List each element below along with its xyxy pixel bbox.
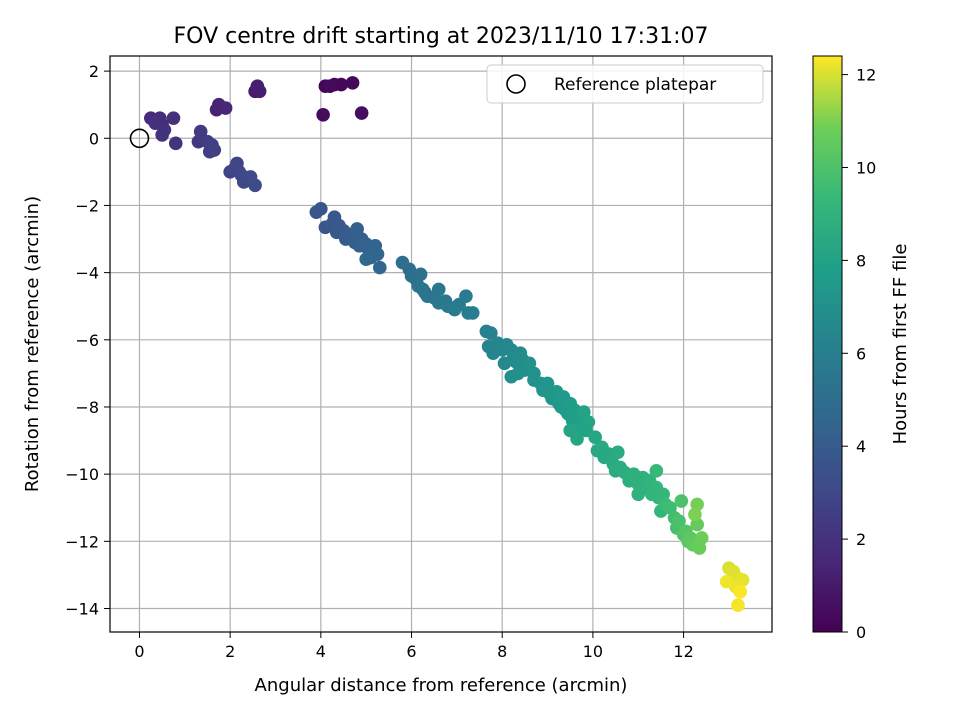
data-point — [314, 202, 328, 216]
data-point — [672, 514, 686, 528]
data-point — [248, 178, 262, 193]
y-axis-label: Rotation from reference (arcmin) — [22, 196, 43, 492]
data-point — [359, 252, 373, 266]
colorbar-tick-label: 8 — [856, 251, 866, 270]
data-point — [570, 432, 584, 446]
colorbar — [812, 55, 843, 633]
data-point — [166, 111, 181, 125]
data-point — [354, 106, 369, 120]
data-point — [193, 124, 208, 139]
colorbar-label: Hours from first FF file — [890, 244, 911, 445]
plot-frame — [109, 55, 773, 633]
x-axis-label: Angular distance from reference (arcmin) — [255, 675, 628, 696]
data-point — [148, 116, 163, 130]
y-tick-label: 2 — [89, 62, 99, 81]
data-point — [465, 306, 480, 320]
data-point — [334, 77, 349, 92]
y-tick-label: 0 — [89, 129, 99, 148]
data-point — [323, 79, 337, 94]
data-point — [459, 289, 473, 303]
y-axis-ticks: 2 0 −2 −4 −6 −8 −10 −12 −14 — [65, 62, 110, 618]
y-tick-label: −4 — [75, 264, 99, 283]
data-point — [588, 430, 602, 445]
x-axis-ticks: 0 2 4 6 8 10 12 — [134, 632, 694, 661]
legend-reference-icon — [506, 74, 526, 94]
x-tick-label: 6 — [406, 642, 416, 661]
y-tick-label: −8 — [75, 398, 99, 417]
y-gridlines — [110, 70, 772, 610]
data-point — [688, 507, 702, 522]
colorbar-tick-label: 6 — [856, 344, 866, 363]
y-tick-label: −10 — [65, 465, 99, 484]
colorbar-tick-label: 4 — [856, 437, 866, 456]
colorbar-tick-label: 2 — [856, 530, 866, 549]
data-point — [218, 101, 233, 115]
y-tick-label: −6 — [75, 331, 99, 350]
data-point — [316, 107, 330, 122]
x-tick-label: 2 — [225, 642, 235, 661]
data-point — [370, 247, 385, 261]
legend-reference-label: Reference platepar — [554, 75, 716, 95]
data-point — [413, 267, 428, 282]
y-tick-label: −2 — [75, 196, 99, 215]
legend: Reference platepar — [486, 64, 764, 104]
colorbar-tick-label: 12 — [856, 66, 876, 85]
x-tick-label: 8 — [497, 642, 507, 661]
x-tick-label: 12 — [673, 642, 693, 661]
colorbar-ticks: 0 2 4 6 8 10 12 — [842, 66, 876, 642]
data-point — [345, 76, 360, 90]
colorbar-tick-label: 10 — [856, 158, 876, 177]
data-point — [511, 366, 525, 381]
y-tick-label: −12 — [65, 532, 99, 551]
data-point — [731, 598, 745, 612]
data-point — [155, 128, 169, 142]
data-point — [207, 143, 222, 157]
data-point — [250, 79, 265, 94]
data-point — [733, 584, 748, 599]
data-point — [719, 574, 734, 589]
data-points — [144, 76, 750, 612]
data-point — [168, 136, 183, 151]
reference-platepar-marker — [129, 128, 150, 149]
data-point — [649, 463, 664, 478]
data-point — [484, 326, 498, 340]
x-tick-label: 4 — [316, 642, 326, 661]
chart-title: FOV centre drift starting at 2023/11/10 … — [174, 24, 709, 49]
y-tick-label: −14 — [65, 599, 99, 618]
legend-box — [486, 64, 764, 104]
data-point — [372, 260, 387, 275]
data-point — [431, 282, 446, 297]
x-tick-label: 10 — [583, 642, 603, 661]
data-point — [694, 531, 709, 545]
x-tick-label: 0 — [134, 642, 144, 661]
data-point — [611, 445, 625, 460]
data-point — [674, 494, 689, 508]
data-point — [581, 415, 596, 429]
colorbar-tick-label: 0 — [856, 623, 866, 642]
